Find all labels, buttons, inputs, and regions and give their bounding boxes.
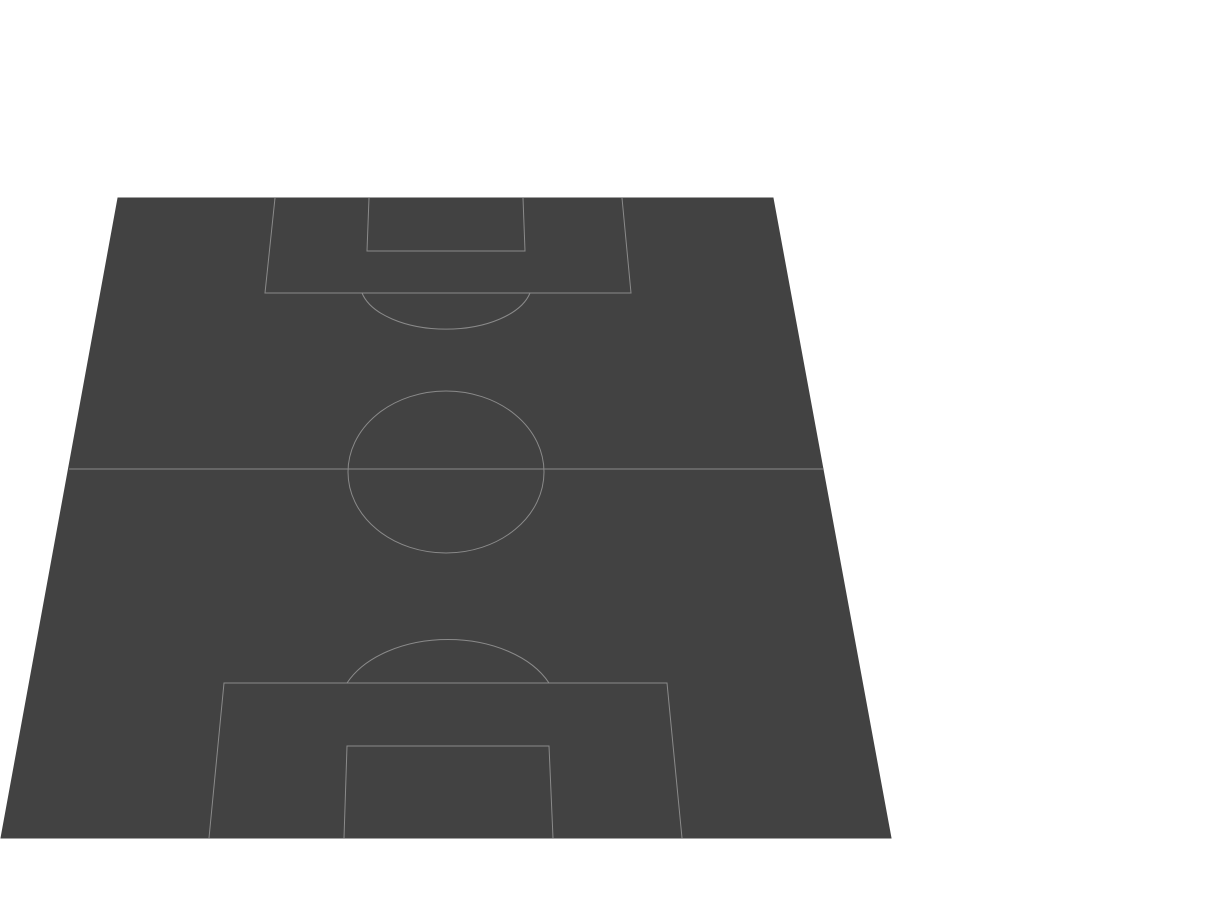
far-goal-area (366, 197, 526, 252)
centre-circle (347, 390, 545, 554)
near-goal-area (343, 745, 554, 839)
near-penalty-arc (346, 639, 550, 684)
near-penalty-area (208, 682, 683, 839)
far-penalty-area (264, 197, 632, 294)
far-penalty-arc (361, 292, 531, 330)
pitch-surface (0, 197, 892, 839)
